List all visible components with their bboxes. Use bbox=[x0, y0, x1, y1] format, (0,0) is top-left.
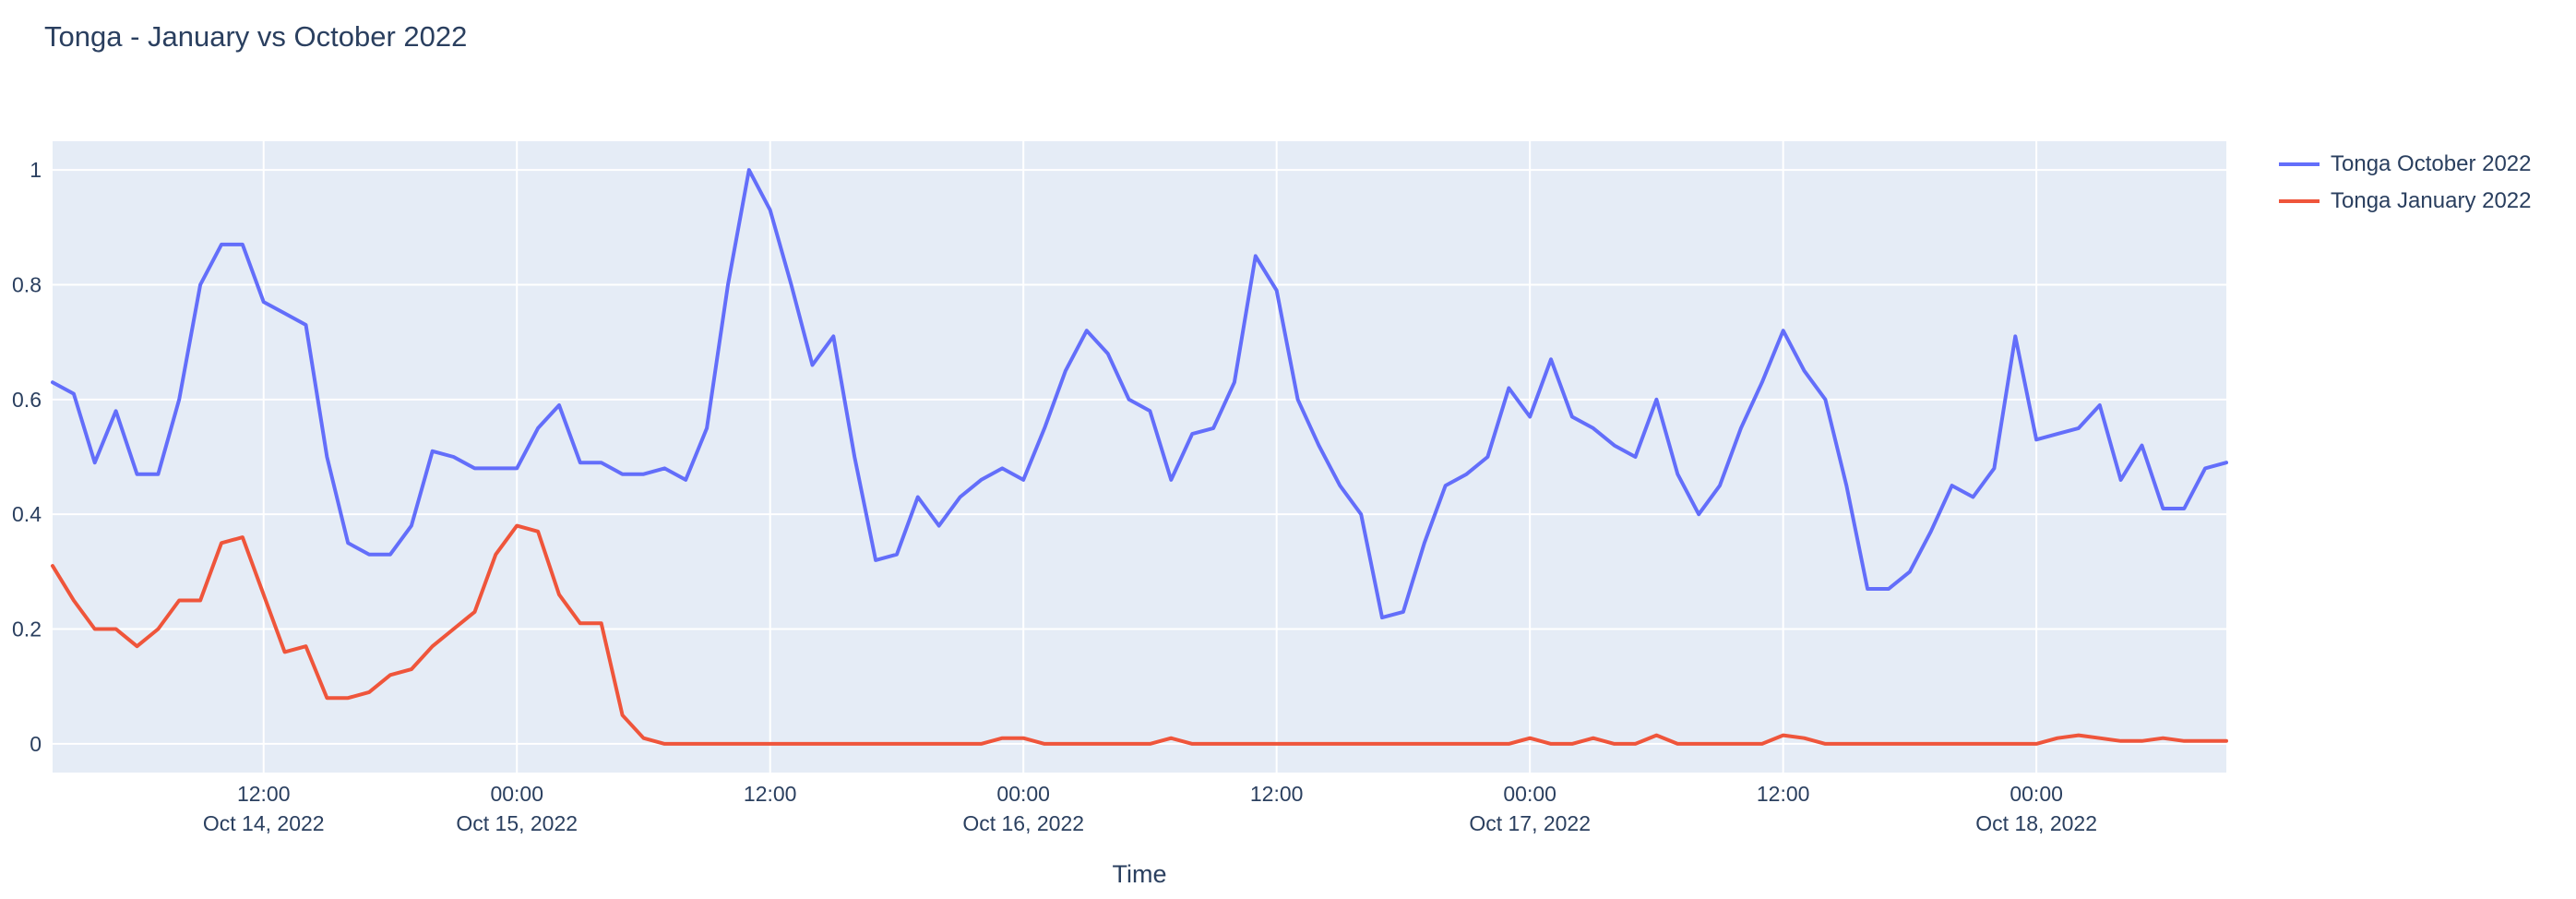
legend: Tonga October 2022 Tonga January 2022 bbox=[2279, 150, 2532, 215]
y-tick-label: 0 bbox=[30, 732, 42, 756]
series-line-tonga-january-2022[interactable] bbox=[51, 523, 2228, 746]
x-tick-label-time: 00:00 bbox=[1503, 782, 1556, 806]
x-tick-label-time: 12:00 bbox=[1757, 782, 1810, 806]
y-tick-label: 0.8 bbox=[12, 272, 42, 296]
x-tick-label-time: 12:00 bbox=[744, 782, 797, 806]
legend-swatch-october bbox=[2279, 162, 2320, 166]
x-tick-label-date: Oct 15, 2022 bbox=[456, 811, 578, 835]
x-tick-label-time: 12:00 bbox=[237, 782, 291, 806]
legend-item-january[interactable]: Tonga January 2022 bbox=[2279, 187, 2532, 215]
chart-title: Tonga - January vs October 2022 bbox=[44, 20, 468, 53]
x-tick-label-date: Oct 18, 2022 bbox=[1975, 811, 2097, 835]
x-tick-label-time: 12:00 bbox=[1250, 782, 1304, 806]
x-tick-label-date: Oct 14, 2022 bbox=[203, 811, 325, 835]
x-tick-label-time: 00:00 bbox=[490, 782, 543, 806]
y-tick-label: 0.4 bbox=[12, 502, 42, 526]
x-tick-label-date: Oct 16, 2022 bbox=[962, 811, 1084, 835]
legend-item-october[interactable]: Tonga October 2022 bbox=[2279, 150, 2532, 178]
plot-background[interactable] bbox=[53, 141, 2226, 773]
x-tick-label-time: 00:00 bbox=[2010, 782, 2063, 806]
series-line-tonga-october-2022[interactable] bbox=[51, 168, 2228, 620]
legend-label-january: Tonga January 2022 bbox=[2331, 188, 2532, 213]
x-axis-title: Time bbox=[1112, 860, 1167, 888]
legend-swatch-january bbox=[2279, 199, 2320, 203]
y-tick-label: 0.6 bbox=[12, 388, 42, 412]
legend-label-october: Tonga October 2022 bbox=[2331, 151, 2532, 176]
x-tick-label-time: 00:00 bbox=[996, 782, 1050, 806]
y-tick-label: 1 bbox=[30, 158, 42, 182]
y-tick-label: 0.2 bbox=[12, 617, 42, 641]
x-tick-label-date: Oct 17, 2022 bbox=[1469, 811, 1591, 835]
